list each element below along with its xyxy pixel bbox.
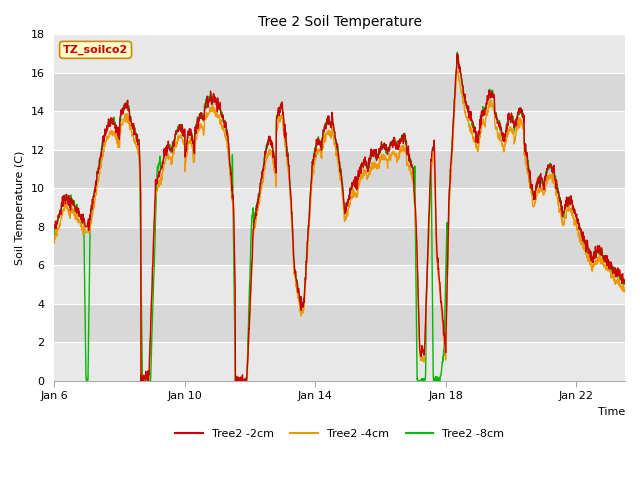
Tree2 -8cm <box>454 49 461 55</box>
Bar <box>54 111 625 150</box>
Tree2 -2cm <box>137 378 145 384</box>
Tree2 -8cm <box>83 378 90 384</box>
Tree2 -4cm <box>621 287 629 293</box>
Tree2 -4cm <box>374 161 381 167</box>
Tree2 -4cm <box>348 189 356 195</box>
Tree2 -2cm <box>621 278 629 284</box>
Text: TZ_soilco2: TZ_soilco2 <box>63 45 128 55</box>
Tree2 -2cm <box>156 170 164 176</box>
Tree2 -2cm <box>51 223 58 228</box>
Bar <box>54 35 625 73</box>
Tree2 -2cm <box>317 138 324 144</box>
Line: Tree2 -2cm: Tree2 -2cm <box>54 54 625 381</box>
X-axis label: Time: Time <box>598 407 625 417</box>
Tree2 -8cm <box>51 231 58 237</box>
Tree2 -8cm <box>508 113 515 119</box>
Tree2 -8cm <box>374 151 381 157</box>
Tree2 -4cm <box>51 240 58 246</box>
Tree2 -2cm <box>348 183 356 189</box>
Line: Tree2 -4cm: Tree2 -4cm <box>54 71 625 381</box>
Tree2 -2cm <box>453 51 461 57</box>
Y-axis label: Soil Temperature (C): Soil Temperature (C) <box>15 150 25 264</box>
Tree2 -4cm <box>454 68 461 73</box>
Tree2 -4cm <box>156 178 164 184</box>
Bar <box>54 227 625 265</box>
Line: Tree2 -8cm: Tree2 -8cm <box>54 52 625 381</box>
Tree2 -8cm <box>146 378 154 384</box>
Tree2 -8cm <box>156 154 164 159</box>
Tree2 -2cm <box>508 110 515 116</box>
Bar <box>54 188 625 227</box>
Tree2 -8cm <box>317 140 324 145</box>
Bar <box>54 265 625 304</box>
Tree2 -4cm <box>138 378 145 384</box>
Legend: Tree2 -2cm, Tree2 -4cm, Tree2 -8cm: Tree2 -2cm, Tree2 -4cm, Tree2 -8cm <box>171 424 509 443</box>
Title: Tree 2 Soil Temperature: Tree 2 Soil Temperature <box>258 15 422 29</box>
Bar <box>54 150 625 188</box>
Tree2 -4cm <box>317 149 324 155</box>
Bar <box>54 304 625 342</box>
Tree2 -8cm <box>621 280 629 286</box>
Tree2 -2cm <box>374 155 381 160</box>
Tree2 -8cm <box>348 183 356 189</box>
Bar <box>54 73 625 111</box>
Tree2 -2cm <box>146 349 154 355</box>
Tree2 -4cm <box>146 358 154 363</box>
Bar <box>54 342 625 381</box>
Tree2 -4cm <box>508 128 515 133</box>
